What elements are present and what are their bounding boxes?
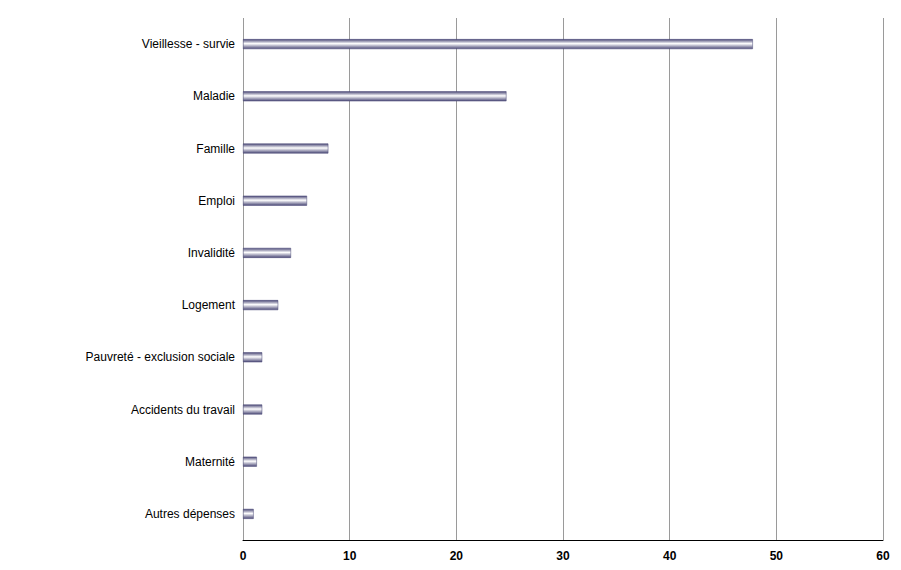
svg-text:Accidents du travail: Accidents du travail — [131, 403, 235, 417]
svg-text:10: 10 — [343, 549, 357, 563]
svg-text:Invalidité: Invalidité — [188, 246, 236, 260]
svg-text:Emploi: Emploi — [198, 194, 235, 208]
svg-text:Pauvreté - exclusion sociale: Pauvreté - exclusion sociale — [86, 350, 236, 364]
svg-text:40: 40 — [663, 549, 677, 563]
svg-text:Famille: Famille — [196, 142, 235, 156]
svg-text:30: 30 — [556, 549, 570, 563]
svg-text:Maternité: Maternité — [185, 455, 235, 469]
svg-text:60: 60 — [876, 549, 890, 563]
svg-text:20: 20 — [450, 549, 464, 563]
svg-text:Logement: Logement — [182, 298, 236, 312]
svg-text:Maladie: Maladie — [193, 89, 235, 103]
svg-text:Autres dépenses: Autres dépenses — [145, 507, 235, 521]
svg-text:0: 0 — [240, 549, 247, 563]
svg-text:50: 50 — [770, 549, 784, 563]
svg-text:Vieillesse - survie: Vieillesse - survie — [142, 37, 235, 51]
